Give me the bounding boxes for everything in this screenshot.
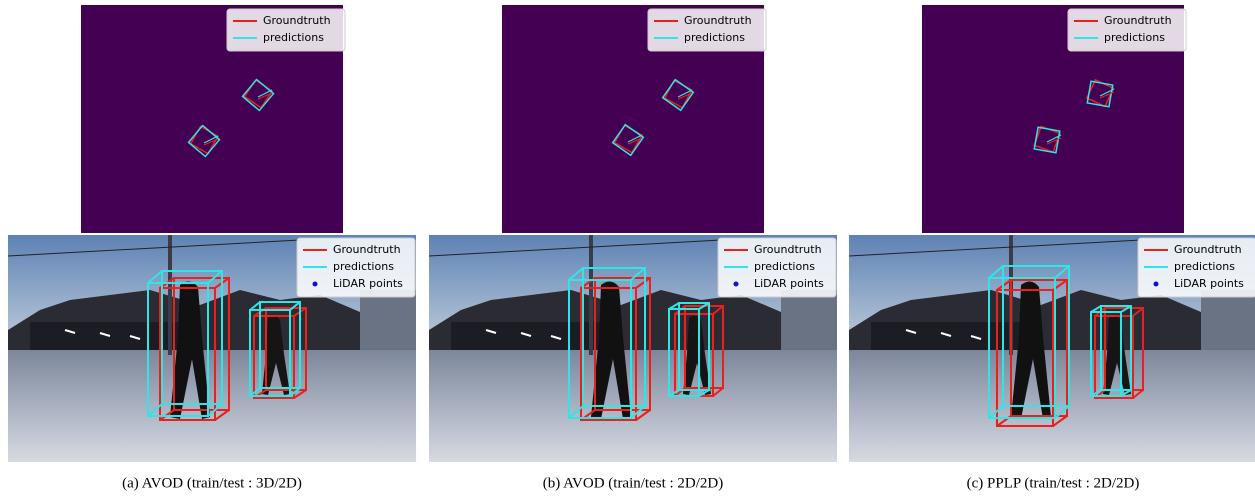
legend-label: predictions <box>1104 31 1165 44</box>
panel: Groundtruth predictions Groundtruth predict… <box>429 5 837 491</box>
legend-label: Groundtruth <box>1174 243 1242 256</box>
legend-label: predictions <box>1174 260 1235 273</box>
panel: Groundtruth predictions Groundtruth predict… <box>849 5 1255 491</box>
legend-label: predictions <box>684 31 745 44</box>
building-right <box>360 290 416 355</box>
legend-label: Groundtruth <box>684 14 752 27</box>
pole <box>168 235 172 355</box>
legend-dot <box>734 282 739 287</box>
legend-label: Groundtruth <box>754 243 822 256</box>
legend-label: LiDAR points <box>1174 277 1244 290</box>
building-right <box>781 290 837 355</box>
figure-svg: Groundtruth predictions Groundtruth predict… <box>0 0 1255 497</box>
figure: Groundtruth predictions Groundtruth predict… <box>0 0 1255 497</box>
caption: (b) AVOD (train/test : 2D/2D) <box>543 475 724 491</box>
legend-dot <box>1154 282 1159 287</box>
pole <box>589 235 593 355</box>
legend-label: Groundtruth <box>263 14 331 27</box>
legend-label: predictions <box>333 260 394 273</box>
caption: (a) AVOD (train/test : 3D/2D) <box>122 475 302 491</box>
ground <box>8 350 416 462</box>
legend-dot <box>313 282 318 287</box>
legend-label: predictions <box>754 260 815 273</box>
legend-label: LiDAR points <box>754 277 824 290</box>
legend-label: Groundtruth <box>333 243 401 256</box>
legend-label: predictions <box>263 31 324 44</box>
building-right <box>1201 290 1255 355</box>
legend-label: Groundtruth <box>1104 14 1172 27</box>
panel: Groundtruth predictions Groundtruth predict… <box>8 5 416 491</box>
legend-label: LiDAR points <box>333 277 403 290</box>
caption: (c) PPLP (train/test : 2D/2D) <box>967 475 1140 491</box>
